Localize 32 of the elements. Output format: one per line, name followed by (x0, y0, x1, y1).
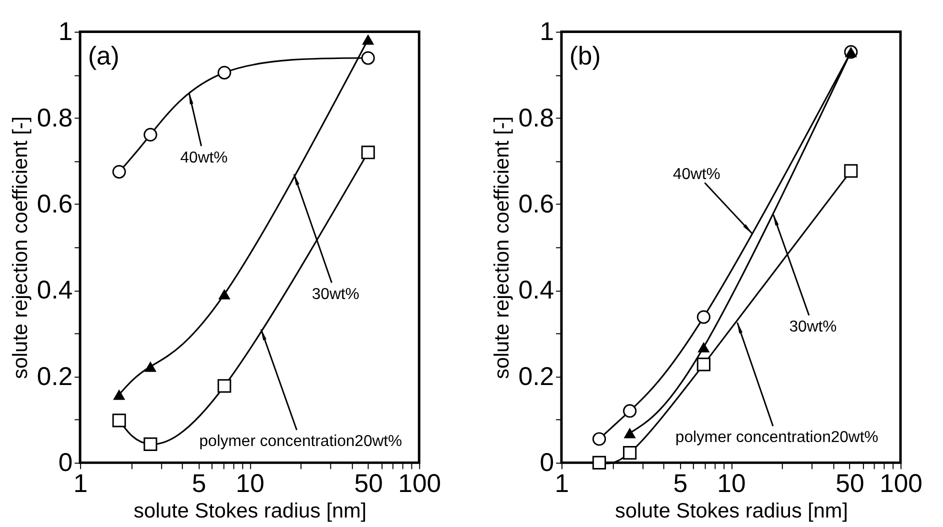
y-tick-label: 0.2 (36, 362, 73, 391)
annotation: 30wt% (789, 318, 837, 336)
y-tick-label: 0 (58, 449, 73, 478)
y-tick-label: 0.8 (36, 104, 73, 132)
text: (a) (88, 42, 120, 70)
annotation: 40wt% (180, 150, 228, 167)
annotation: polymer concentration20wt% (199, 433, 402, 450)
x-tick-label: 50 (354, 470, 383, 498)
annotation: polymer concentration20wt% (675, 429, 878, 446)
y-axis-title: solute rejection coefficient [-] (490, 116, 514, 379)
y-tick-label: 0.4 (518, 276, 554, 305)
y-tick-label: 0.4 (36, 276, 73, 305)
y-tick-label: 0.8 (518, 104, 554, 132)
y-tick-label: 0.6 (36, 190, 73, 219)
y-tick-label: 0 (540, 449, 554, 478)
x-tick-label: 100 (398, 470, 442, 498)
y-tick-label: 0.6 (518, 190, 554, 219)
x-tick-label: 10 (717, 470, 746, 498)
x-axis-title: solute Stokes radius [nm] (134, 500, 367, 523)
y-tick-label: 0.2 (518, 362, 554, 391)
x-tick-label: 50 (836, 470, 864, 498)
x-tick-label: 5 (192, 470, 206, 498)
text: (b) (569, 42, 601, 70)
annotation: 40wt% (672, 166, 720, 184)
y-tick-label: 1 (58, 18, 73, 46)
y-axis-title: solute rejection coefficient [-] (9, 116, 32, 379)
x-tick-label: 100 (880, 470, 922, 498)
x-axis-title: solute Stokes radius [nm] (614, 500, 848, 523)
x-tick-label: 5 (673, 470, 688, 498)
x-tick-label: 10 (236, 470, 264, 498)
annotation: 30wt% (312, 286, 360, 303)
y-tick-label: 1 (540, 18, 554, 46)
